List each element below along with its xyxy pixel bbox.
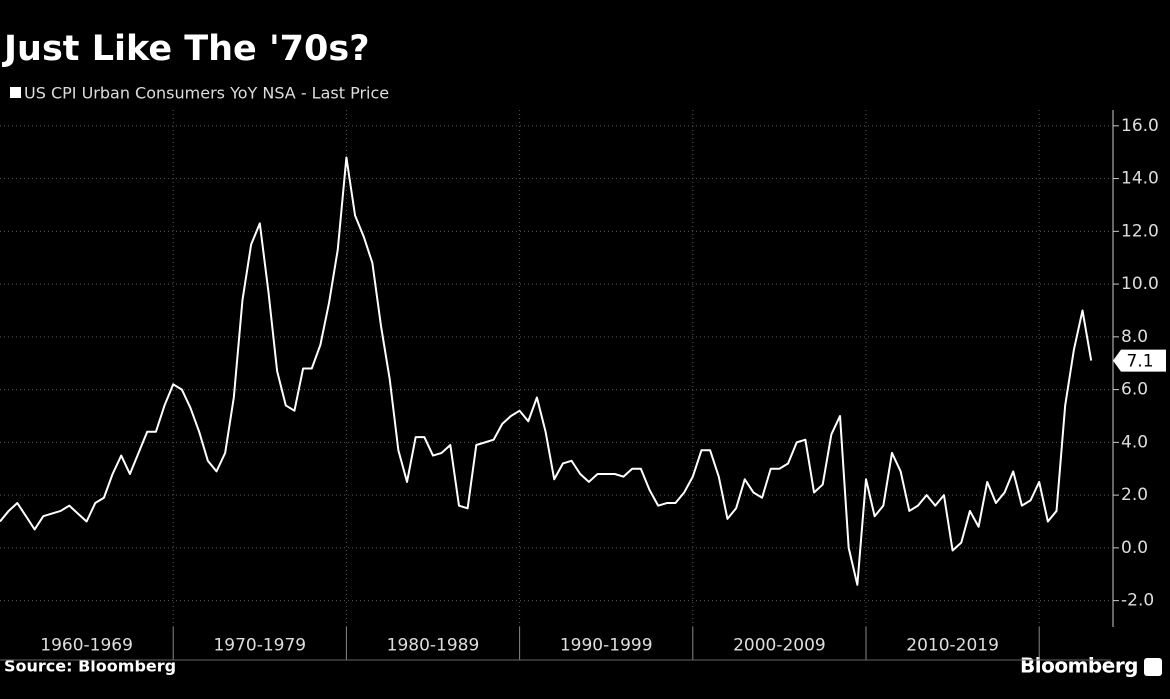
y-tick-label: 6.0 (1121, 380, 1148, 400)
chart-title: Just Like The '70s? (2, 29, 370, 69)
source: Source: Bloomberg (4, 657, 176, 676)
last-value-label: 7.1 (1126, 352, 1153, 372)
x-tick-label: 2010-2019 (906, 636, 999, 656)
y-tick-label: 4.0 (1121, 432, 1148, 452)
y-tick-label: 12.0 (1121, 221, 1159, 241)
y-tick-label: 0.0 (1121, 538, 1148, 558)
y-tick-label: 16.0 (1121, 116, 1159, 136)
brand: Bloomberg (1020, 654, 1138, 678)
y-tick-label: 14.0 (1121, 169, 1159, 189)
x-tick-label: 1980-1989 (387, 636, 480, 656)
y-tick-label: 2.0 (1121, 485, 1148, 505)
x-tick-label: 1990-1999 (560, 636, 653, 656)
legend-label: US CPI Urban Consumers YoY NSA - Last Pr… (24, 84, 389, 103)
x-tick-label: 1960-1969 (40, 636, 133, 656)
y-tick-label: -2.0 (1121, 591, 1154, 611)
x-tick-label: 2000-2009 (733, 636, 826, 656)
legend-swatch (10, 87, 21, 98)
line-series (0, 156, 1093, 586)
y-tick-label: 8.0 (1121, 327, 1148, 347)
x-tick-label: 1970-1979 (213, 636, 306, 656)
last-value-box (1113, 349, 1166, 372)
y-tick-label: 10.0 (1121, 274, 1159, 294)
brand-icon (1144, 658, 1162, 676)
